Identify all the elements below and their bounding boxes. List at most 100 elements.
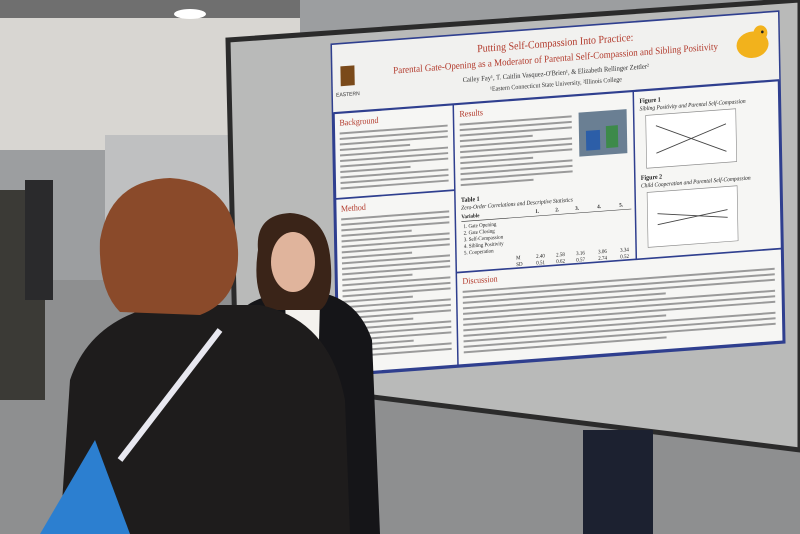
poster: EASTERN Putting Self-Compassion Into Pra… [330,10,786,377]
text-line [339,124,448,135]
results-photo-figure [585,129,601,151]
text-line [341,251,413,259]
table-variable: 1. Gate Opening [463,222,496,231]
text-line [459,120,572,132]
text-line [343,320,452,331]
section-divider [334,189,455,200]
text-line [339,130,448,141]
figure-line [656,123,727,154]
text-line [342,295,413,303]
table-variable: 2. Gate Closing [464,228,496,237]
text-line [460,164,573,176]
logo-mark [340,65,355,87]
text-line [341,229,412,237]
text-line [459,134,533,143]
text-line [463,317,776,343]
text-line [341,221,450,232]
table-cell: 0.51 [536,260,545,267]
text-line [462,267,775,293]
bystander-legs [583,430,653,534]
text-line [341,232,450,243]
section-divider [456,247,783,274]
text-line [340,179,449,190]
table-header: 2. [555,207,560,214]
text-line [342,259,451,270]
table-cell: 2.74 [598,255,607,262]
ceiling [0,0,300,18]
duck-head [753,25,768,41]
table-header: 1. [535,208,540,215]
viewer-backpack [40,440,130,534]
text-line [463,311,776,337]
text-line [459,115,572,126]
text-line [339,143,411,152]
text-line [340,174,449,185]
table-header: 3. [575,205,580,212]
text-line [341,215,450,226]
table-cell: SD [516,261,523,268]
section-heading: Results [459,107,483,119]
text-line [342,281,451,292]
table-rule [461,208,632,222]
text-line [343,325,452,336]
text-line [460,137,573,148]
text-line [462,278,775,304]
duck-eye [761,30,764,34]
text-line [342,276,451,287]
table-variable: 3. Self-Compassion [464,233,504,243]
figure-label: Figure 1 [639,96,660,105]
text-line [342,265,451,276]
table-variable: 4. Sibling Positivity [464,241,504,250]
text-line [460,170,573,181]
table-cell: 2.58 [556,252,565,259]
text-line [342,309,451,320]
text-line [460,142,573,154]
text-line [462,273,775,299]
figure-label: Figure 2 [641,173,662,182]
text-line [342,303,451,314]
table-cell: 0.52 [620,254,629,261]
text-line [341,243,450,254]
section-heading: Background [339,114,379,127]
text-line [341,210,450,221]
text-line [339,135,448,146]
text-line [342,287,451,298]
figure-plot [646,185,739,248]
text-line [463,300,776,326]
text-line [460,178,534,187]
header-divider [333,79,780,115]
text-line [340,165,411,174]
text-line [340,168,449,179]
table-cell: M [516,255,521,262]
backpack-strap [117,328,223,462]
text-line [341,254,450,265]
logo-text: EASTERN [336,91,360,99]
figure-line [657,213,728,218]
text-line [463,289,776,315]
text-line [340,152,449,163]
text-line [460,159,573,170]
bystander [25,180,53,300]
figure-line [657,209,728,226]
section-heading: Method [341,201,367,213]
table-cell: 3.34 [620,247,629,254]
viewer-coat [60,305,350,534]
table-cell: 0.62 [556,258,565,265]
text-line [341,237,450,248]
text-line [340,157,449,168]
text-line [459,126,572,137]
text-line [340,146,449,157]
column-divider [452,104,459,367]
table-cell: 3.06 [598,249,607,256]
results-photo-figure [605,125,619,149]
viewer [40,178,350,534]
text-line [463,314,667,332]
text-line [342,298,451,309]
table-header: 4. [597,204,602,211]
text-line [462,292,666,310]
table-cell: 0.57 [576,257,585,264]
table-header: Variable [461,213,480,221]
text-line [463,336,667,354]
